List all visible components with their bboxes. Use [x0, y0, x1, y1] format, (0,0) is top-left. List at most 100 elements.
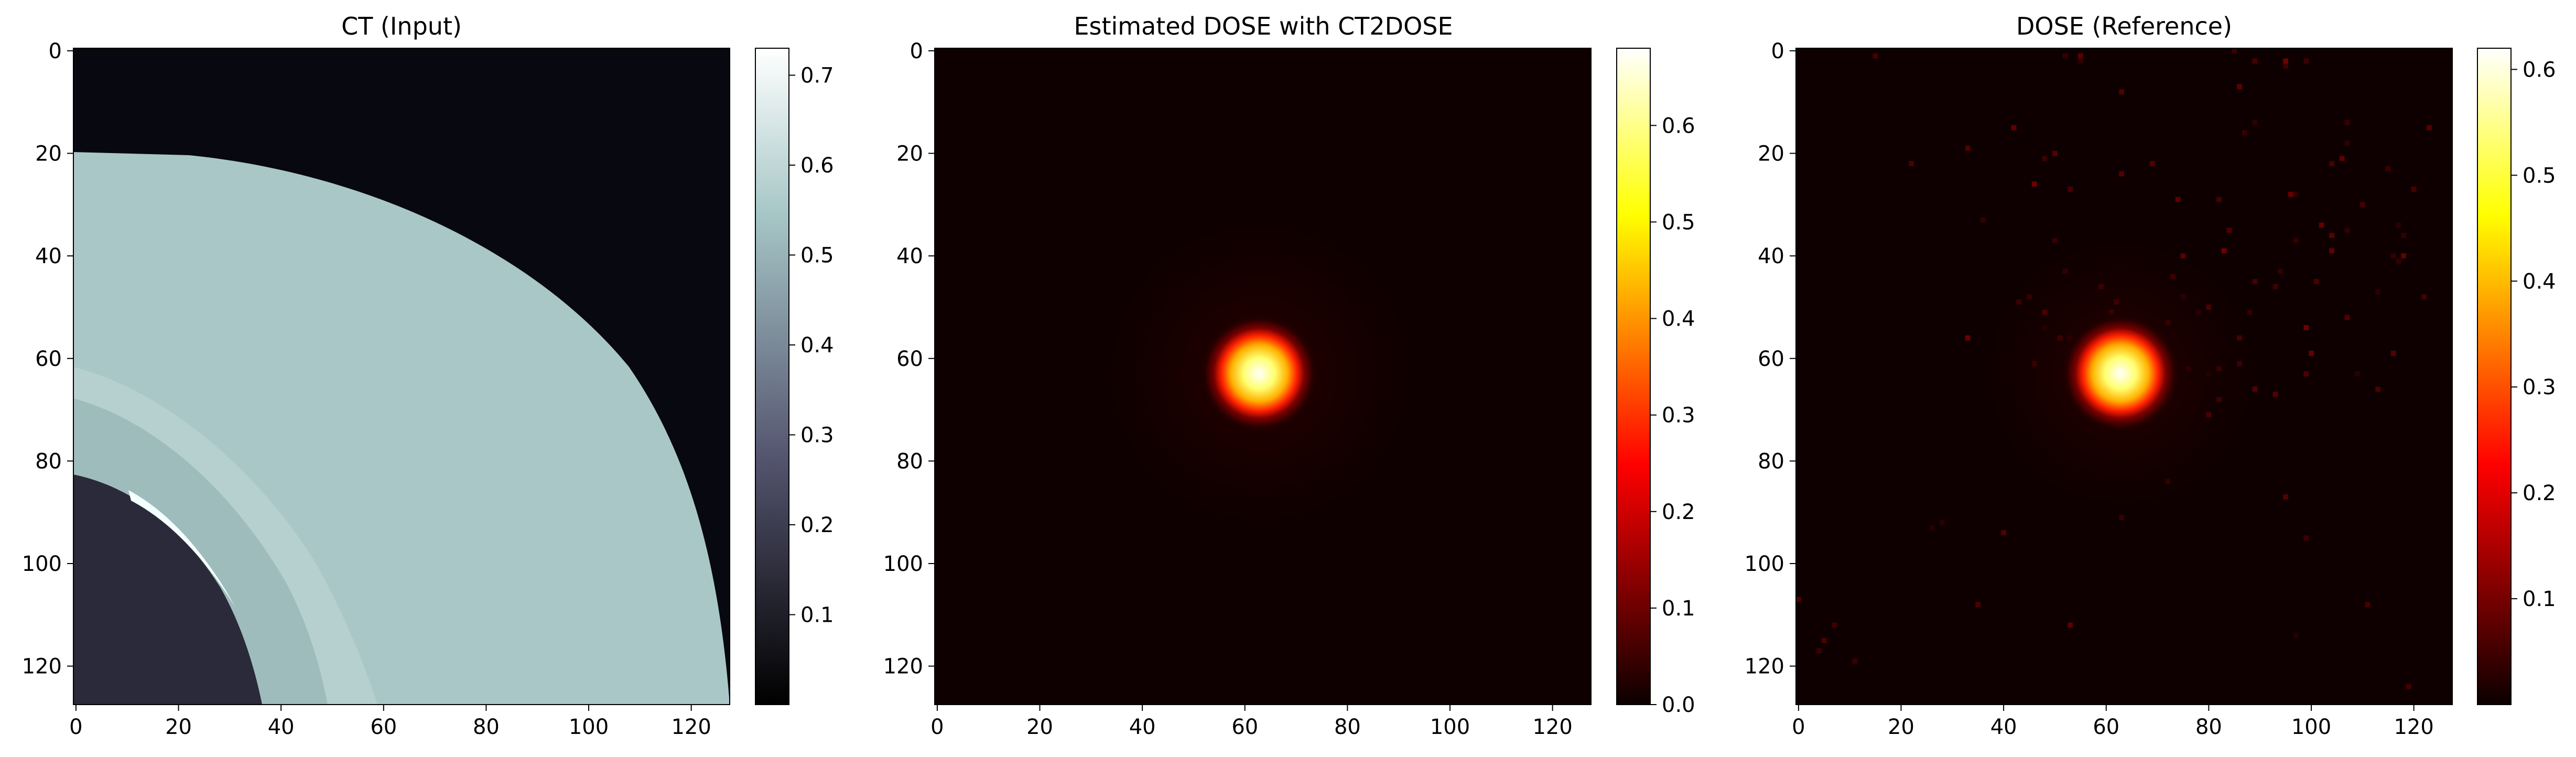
ref-noise-pixel [2303, 58, 2309, 64]
est-ytick-label: 80 [896, 449, 923, 473]
est-xtick-label: 20 [1026, 715, 1053, 739]
ref-noise-pixel [2011, 125, 2017, 131]
ref-noise-pixel [2252, 279, 2258, 284]
ct-colorbar-ticks: 0.1 0.2 0.3 0.4 0.5 0.6 0.7 [789, 63, 834, 627]
ct-xtick-label: 40 [268, 715, 295, 739]
ref-noise-pixel [2237, 84, 2242, 90]
ref-noise-pixel [1965, 145, 1971, 151]
est-xtick-label: 60 [1231, 715, 1258, 739]
ref-xtick-label: 100 [2291, 715, 2331, 739]
ref-noise-pixel [2077, 53, 2083, 59]
est-ytick-label: 60 [896, 347, 923, 371]
ref-noise-pixel [2385, 166, 2391, 171]
ref-noise-pixel [2232, 48, 2237, 53]
ref-noise-pixel [2068, 187, 2073, 192]
ref-noise-pixel [1975, 602, 1981, 608]
ref-xtick-label: 60 [2093, 715, 2119, 739]
ref-noise-pixel [1821, 637, 1827, 643]
ref-ytick-label: 0 [1771, 39, 1784, 63]
ct-title: CT (Input) [341, 12, 462, 40]
ref-noise-pixel [1939, 520, 1945, 525]
ref-cbtick-label: 0.6 [2523, 58, 2556, 82]
ref-xtick-label: 40 [1990, 715, 2017, 739]
ref-noise-pixel [2344, 120, 2350, 125]
ref-noise-pixel [2068, 622, 2073, 628]
ct-y-axis: 0 20 40 60 80 100 120 [22, 39, 73, 679]
ref-noise-pixel [2221, 248, 2227, 254]
ref-noise-pixel [2344, 228, 2350, 233]
ct-cbtick-label: 0.4 [800, 333, 834, 358]
ref-ytick-label: 20 [1758, 142, 1784, 166]
ref-noise-pixel [1852, 658, 1858, 664]
ref-noise-pixel [2293, 191, 2299, 197]
est-xtick-label: 0 [930, 715, 944, 739]
ref-cbtick-label: 0.4 [2523, 269, 2556, 294]
ref-noise-pixel [2278, 268, 2283, 274]
est-title: Estimated DOSE with CT2DOSE [1074, 12, 1453, 40]
est-ytick-label: 100 [883, 552, 923, 576]
ct-xtick-label: 0 [69, 715, 82, 739]
ref-cbtick-label: 0.3 [2523, 375, 2556, 399]
est-xtick-label: 120 [1532, 715, 1572, 739]
est-ytick-label: 0 [910, 39, 923, 63]
est-colorbar-ticks: 0.0 0.1 0.2 0.3 0.4 0.5 0.6 [1650, 114, 1695, 717]
ref-noise-pixel [2411, 187, 2417, 192]
est-cbtick-label: 0.3 [1662, 404, 1695, 428]
ct-cbtick-label: 0.2 [800, 513, 834, 537]
ct-cbtick-label: 0.3 [800, 423, 834, 447]
est-ytick-label: 120 [883, 655, 923, 679]
ref-noise-pixel [2329, 233, 2335, 238]
ref-noise-pixel [2375, 386, 2381, 392]
ref-xtick-label: 120 [2394, 715, 2433, 739]
ct-cbtick-label: 0.1 [800, 603, 834, 627]
ct-ytick-label: 120 [22, 655, 62, 679]
est-x-axis: 0 20 40 60 80 100 120 [930, 705, 1573, 739]
ct-ytick-label: 0 [49, 39, 62, 63]
ref-noise-pixel [2319, 222, 2324, 228]
ref-noise-pixel [1873, 53, 1878, 59]
ref-ytick-label: 100 [1745, 552, 1784, 576]
ref-noise-pixel [2293, 633, 2299, 638]
est-image [935, 48, 1591, 705]
ref-noise-pixel [2042, 156, 2048, 161]
ref-noise-pixel [2119, 89, 2124, 95]
ref-panel: DOSE (Reference) 0 20 40 60 80 100 120 0 20 40 60… [1745, 12, 2556, 739]
ref-noise-pixel [2313, 279, 2319, 284]
ref-noise-pixel [2119, 171, 2124, 177]
ref-noise-pixel [2242, 130, 2247, 136]
ref-noise-pixel [2406, 684, 2411, 689]
ref-noise-pixel [2303, 535, 2309, 540]
est-colorbar [1616, 48, 1651, 705]
ct-bright-streak [128, 490, 236, 608]
est-cbtick-label: 0.0 [1662, 693, 1695, 717]
ref-noise-pixel [1796, 597, 1801, 602]
ct-image [73, 48, 730, 705]
ref-noise-pixel [1816, 648, 1822, 654]
est-cbtick-label: 0.1 [1662, 597, 1695, 621]
ref-xtick-label: 0 [1792, 715, 1805, 739]
ct-ytick-label: 80 [35, 449, 62, 473]
ref-noise-pixel [2283, 58, 2288, 64]
ct-xtick-label: 20 [165, 715, 192, 739]
ref-noise-pixel [1929, 525, 1935, 531]
ref-noise-pixel [2062, 53, 2068, 59]
ref-noise-pixel [2052, 150, 2058, 156]
ct-x-axis: 0 20 40 60 80 100 120 [69, 705, 711, 739]
ref-noise-pixel [2303, 371, 2309, 376]
ref-xtick-label: 20 [1888, 715, 1914, 739]
ref-noise-pixel [2216, 197, 2222, 202]
est-hotspot [1196, 310, 1322, 436]
ref-x-axis: 0 20 40 60 80 100 120 [1792, 705, 2434, 739]
est-xtick-label: 100 [1430, 715, 1470, 739]
est-ytick-label: 40 [896, 244, 923, 268]
est-cbtick-label: 0.4 [1662, 307, 1695, 331]
ref-noise-pixel [2396, 258, 2401, 264]
ref-ytick-label: 60 [1758, 347, 1784, 371]
ref-title: DOSE (Reference) [2016, 12, 2232, 40]
ref-hotspot [2058, 310, 2183, 436]
ct-xtick-label: 120 [671, 715, 711, 739]
ref-cbtick-label: 0.5 [2523, 164, 2556, 188]
ref-xtick-label: 80 [2195, 715, 2222, 739]
est-xtick-label: 40 [1129, 715, 1156, 739]
ct-cbtick-label: 0.5 [800, 243, 834, 267]
